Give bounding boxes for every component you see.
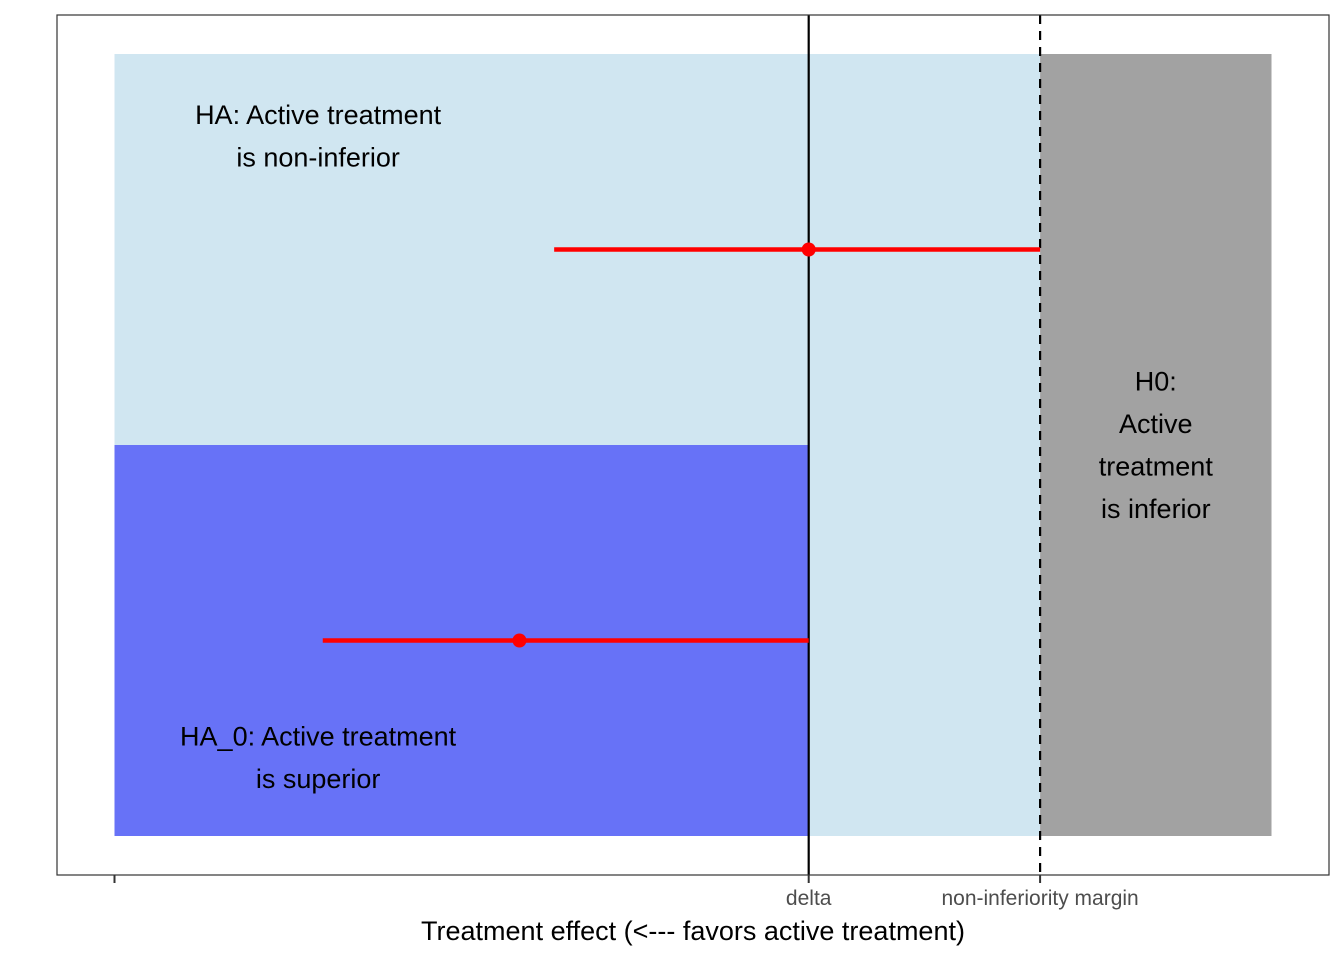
region-label-line: is non-inferior bbox=[236, 142, 400, 172]
region-label-line: is inferior bbox=[1101, 494, 1211, 524]
plot-border bbox=[56, 14, 1330, 876]
region-label-line: is superior bbox=[256, 764, 381, 794]
reference-lines bbox=[807, 15, 1042, 875]
x-axis-label: Treatment effect (<--- favors active tre… bbox=[421, 916, 965, 946]
confidence-intervals bbox=[322, 242, 1041, 648]
region-label-line: Active bbox=[1119, 409, 1193, 439]
region-label-line: HA: Active treatment bbox=[195, 100, 442, 130]
region-label-line: H0: bbox=[1135, 366, 1177, 396]
x-tick-label: delta bbox=[786, 887, 832, 910]
region-h0 bbox=[1040, 54, 1272, 836]
interval-estimate-point bbox=[801, 242, 816, 257]
interval-estimate-point bbox=[512, 633, 527, 648]
region-label-line: HA_0: Active treatment bbox=[180, 722, 457, 752]
x-tick-label: non-inferiority margin bbox=[941, 887, 1138, 910]
x-axis: delta non-inferiority margin bbox=[113, 875, 1139, 910]
region-label-line: treatment bbox=[1099, 451, 1214, 481]
region-labels: HA: Active treatment is non-inferior HA_0:… bbox=[180, 100, 1213, 794]
